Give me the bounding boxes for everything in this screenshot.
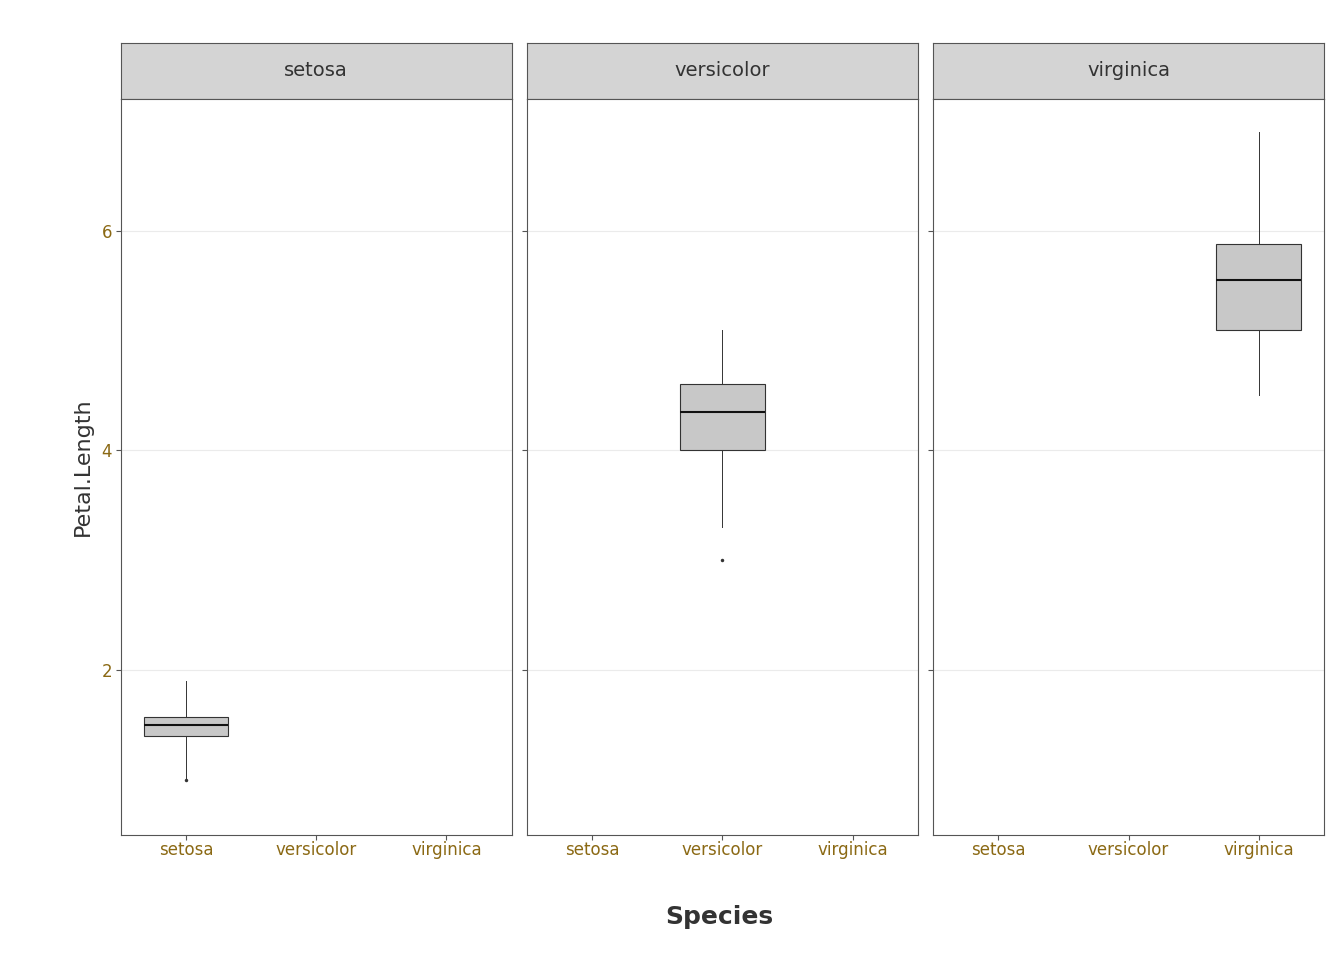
Bar (680, 384, 765, 450)
Bar (144, 717, 228, 736)
Bar (1216, 244, 1301, 329)
Text: versicolor: versicolor (675, 61, 770, 81)
Y-axis label: Petal.Length: Petal.Length (73, 397, 93, 537)
Text: Species: Species (665, 904, 773, 929)
Text: setosa: setosa (285, 61, 348, 81)
Text: virginica: virginica (1087, 61, 1171, 81)
